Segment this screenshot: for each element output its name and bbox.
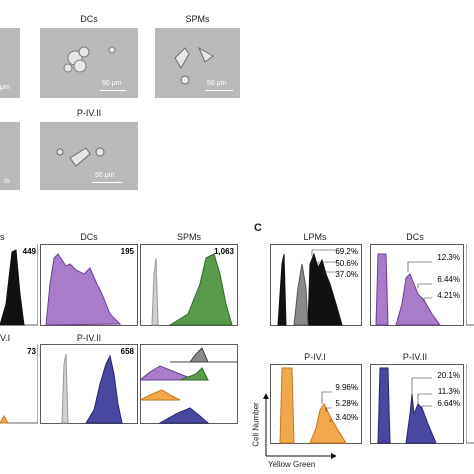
pct-dcs-3: 4.21% xyxy=(437,291,460,300)
pct-pivii-3: 6.64% xyxy=(437,399,460,408)
micrograph-title-p4ii: P-IV.II xyxy=(76,108,102,118)
hist-title-pivii-b: P-IV.II xyxy=(76,333,102,343)
scale-label: μm xyxy=(0,84,10,91)
hist-title-spms: SPMs xyxy=(176,232,201,242)
micrograph-left-top: μm xyxy=(0,28,20,98)
micrograph-p4ii: 50 μm xyxy=(40,122,138,190)
histogram-c-edge xyxy=(466,244,474,326)
pct-pivi-1: 9.96% xyxy=(335,383,358,392)
scale-label: 50 μm xyxy=(207,80,227,87)
hist-title-c-dcs: DCs xyxy=(406,232,424,242)
micrograph-left-bottom: m xyxy=(0,122,20,190)
histogram-c-edge-bottom xyxy=(466,364,474,444)
hist-title-c-pivi: P-IV.I xyxy=(304,352,326,362)
count-spms: 1,063 xyxy=(214,247,235,256)
y-axis-label: Cell Number xyxy=(251,402,261,447)
x-axis-label: Yellow Green xyxy=(268,460,316,469)
histogram-b-first: 449 xyxy=(0,244,38,326)
micrograph-spms: 50 μm xyxy=(155,28,240,98)
hist-title-pivi-partial: V.I xyxy=(0,333,11,343)
hist-title-c-pivii: P-IV.II xyxy=(402,352,428,362)
cell-image xyxy=(174,46,214,85)
pct-pivii-2: 11.3% xyxy=(438,387,460,396)
histogram-b-dcs: 195 xyxy=(40,244,138,326)
histogram-b-spms: 1,063 xyxy=(140,244,238,326)
pct-dcs-1: 12.3% xyxy=(437,253,460,262)
count-pivi: 73 xyxy=(27,347,36,356)
pct-lpms-3: 37.0% xyxy=(335,270,358,279)
pct-lpms-2: 50.6% xyxy=(335,259,358,268)
micrograph-title-dcs: DCs xyxy=(80,14,98,24)
count-pivii: 658 xyxy=(121,347,135,356)
hist-title-first: s xyxy=(0,232,5,242)
micrograph-dcs: 50 μm xyxy=(40,28,138,98)
axis-arrows xyxy=(263,393,336,459)
hist-title-lpms: LPMs xyxy=(303,232,327,242)
pct-pivi-3: 3.40% xyxy=(335,413,358,422)
cell-image xyxy=(56,147,105,167)
histogram-c-pivi: 9.96% 5.28% 3.40% xyxy=(270,364,362,444)
scale-label: 50 μm xyxy=(95,172,115,179)
histogram-b-overlay xyxy=(140,344,238,424)
histogram-b-pivi: 73 xyxy=(0,344,38,424)
pct-pivi-2: 5.28% xyxy=(335,399,358,408)
pct-pivii-1: 20.1% xyxy=(437,371,460,380)
histogram-b-pivii: 658 xyxy=(40,344,138,424)
count-first: 449 xyxy=(23,247,37,256)
micrograph-title-spms: SPMs xyxy=(185,14,210,24)
panel-letter-c: C xyxy=(254,222,262,234)
pct-lpms-1: 69.2% xyxy=(335,247,358,256)
histogram-c-lpms: 69.2% 50.6% 37.0% xyxy=(270,244,362,326)
histogram-c-dcs: 12.3% 6.44% 4.21% xyxy=(370,244,464,326)
hist-title-dcs: DCs xyxy=(80,232,98,242)
scale-label: m xyxy=(4,178,10,185)
pct-dcs-2: 6.44% xyxy=(437,275,460,284)
scale-label: 50 μm xyxy=(102,80,122,87)
histogram-c-pivii: 20.1% 11.3% 6.64% xyxy=(370,364,464,444)
count-dcs: 195 xyxy=(121,247,135,256)
cell-cluster-image xyxy=(63,46,116,73)
